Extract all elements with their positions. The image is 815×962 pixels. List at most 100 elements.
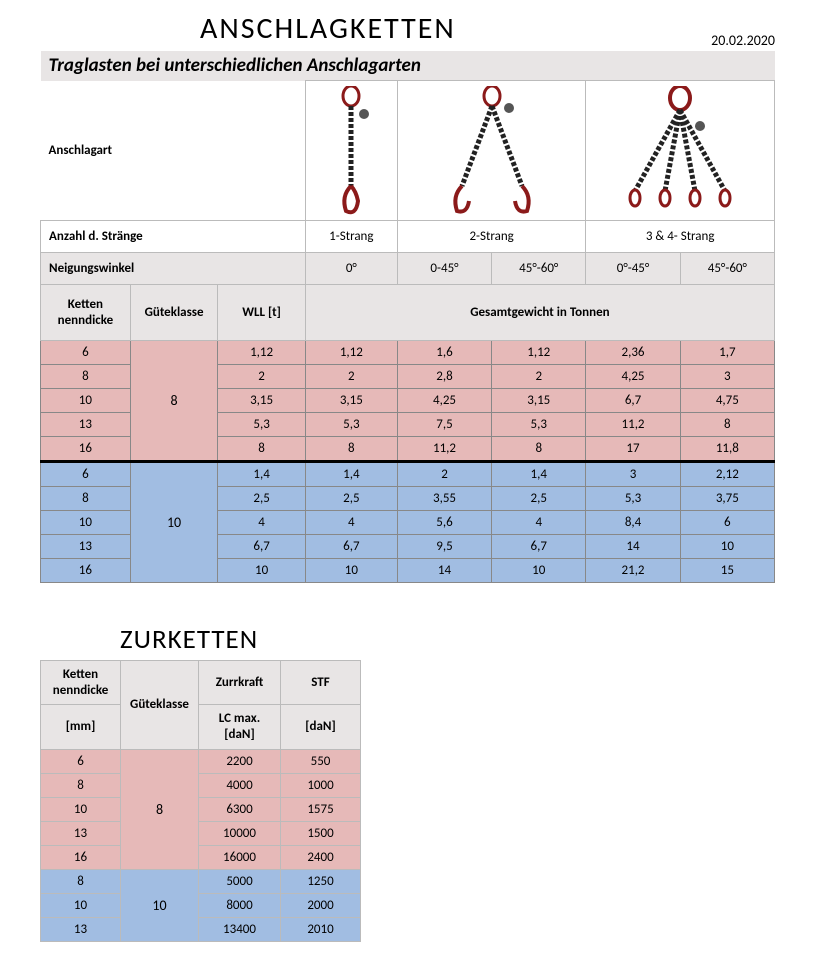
value-cell: 21,2: [586, 559, 680, 583]
ketten-cell: 8: [41, 365, 131, 389]
stf-cell: 2000: [281, 893, 361, 917]
ketten-cell: 16: [41, 845, 121, 869]
value-cell: 2,8: [397, 365, 491, 389]
value-cell: 8: [218, 437, 306, 462]
value-cell: 15: [680, 559, 774, 583]
ketten-cell: 6: [41, 749, 121, 773]
guete-cell: 8: [121, 749, 199, 869]
ketten-cell: 6: [41, 341, 131, 365]
hdr-gesamt: Gesamtgewicht in Tonnen: [305, 285, 774, 341]
ketten-cell: 13: [41, 413, 131, 437]
value-cell: 8,4: [586, 511, 680, 535]
page-title: ANSCHLAGKETTEN: [200, 10, 456, 47]
ketten-cell: 8: [41, 869, 121, 893]
lc-cell: 16000: [199, 845, 281, 869]
value-cell: 4: [218, 511, 306, 535]
anschlagart-label: Anschlagart: [41, 81, 306, 221]
value-cell: 1,12: [492, 341, 586, 365]
value-cell: 1,4: [492, 462, 586, 487]
value-cell: 11,2: [586, 413, 680, 437]
value-cell: 5,3: [586, 487, 680, 511]
table-row: 681,121,121,61,122,361,7: [41, 341, 775, 365]
lc-cell: 8000: [199, 893, 281, 917]
value-cell: 9,5: [397, 535, 491, 559]
value-cell: 3,55: [397, 487, 491, 511]
value-cell: 3,15: [218, 389, 306, 413]
t2-headers-1: Ketten nenndicke Güteklasse Zurrkraft ST…: [41, 661, 361, 705]
angle-row: Neigungswinkel 0° 0-45° 45°-60° 0°-45° 4…: [41, 253, 775, 285]
value-cell: 6,7: [218, 535, 306, 559]
value-cell: 6,7: [586, 389, 680, 413]
value-cell: 14: [586, 535, 680, 559]
t2-hdr-mm: [mm]: [41, 705, 121, 749]
value-cell: 5,3: [492, 413, 586, 437]
value-cell: 3,15: [305, 389, 397, 413]
value-cell: 4: [492, 511, 586, 535]
value-cell: 2,5: [305, 487, 397, 511]
value-cell: 5,6: [397, 511, 491, 535]
sling-2-strang-icon: [397, 81, 586, 221]
value-cell: 8: [305, 437, 397, 462]
value-cell: 2,36: [586, 341, 680, 365]
value-cell: 4,25: [397, 389, 491, 413]
ketten-cell: 16: [41, 559, 131, 583]
value-cell: 1,4: [218, 462, 306, 487]
t2-hdr-dan: [daN]: [281, 705, 361, 749]
value-cell: 11,8: [680, 437, 774, 462]
value-cell: 2: [305, 365, 397, 389]
ketten-cell: 10: [41, 389, 131, 413]
value-cell: 5,3: [218, 413, 306, 437]
stf-cell: 550: [281, 749, 361, 773]
zurketten-table: Ketten nenndicke Güteklasse Zurrkraft ST…: [40, 660, 361, 941]
anzahl-row: Anzahl d. Stränge 1-Strang 2-Strang 3 & …: [41, 221, 775, 253]
value-cell: 4,25: [586, 365, 680, 389]
t2-hdr-lc: LC max. [daN]: [199, 705, 281, 749]
column-headers: Ketten nenndicke Güteklasse WLL [t] Gesa…: [41, 285, 775, 341]
value-cell: 6: [680, 511, 774, 535]
traglasten-table: Traglasten bei unterschiedlichen Anschla…: [40, 51, 775, 583]
value-cell: 10: [218, 559, 306, 583]
value-cell: 2: [218, 365, 306, 389]
value-cell: 2: [397, 462, 491, 487]
hdr-guete: Güteklasse: [130, 285, 218, 341]
angle-cell: 0°-45°: [586, 253, 680, 285]
stf-cell: 1000: [281, 773, 361, 797]
value-cell: 1,7: [680, 341, 774, 365]
table-row: 13100001500: [41, 821, 361, 845]
t2-hdr-zurr: Zurrkraft: [199, 661, 281, 705]
sling-1-strang-icon: [305, 81, 397, 221]
value-cell: 4: [305, 511, 397, 535]
stf-cell: 1250: [281, 869, 361, 893]
page-date: 20.02.2020: [711, 32, 775, 51]
value-cell: 1,12: [305, 341, 397, 365]
ketten-cell: 16: [41, 437, 131, 462]
value-cell: 3,75: [680, 487, 774, 511]
value-cell: 3: [586, 462, 680, 487]
value-cell: 1,12: [218, 341, 306, 365]
lc-cell: 13400: [199, 917, 281, 941]
zurketten-title: ZURKETTEN: [40, 623, 360, 656]
stf-cell: 2400: [281, 845, 361, 869]
t2-headers-2: [mm] LC max. [daN] [daN]: [41, 705, 361, 749]
table-row: 840001000: [41, 773, 361, 797]
value-cell: 2,5: [218, 487, 306, 511]
ketten-cell: 13: [41, 821, 121, 845]
value-cell: 3: [680, 365, 774, 389]
ketten-cell: 10: [41, 797, 121, 821]
lc-cell: 10000: [199, 821, 281, 845]
value-cell: 3,15: [492, 389, 586, 413]
value-cell: 7,5: [397, 413, 491, 437]
ketten-cell: 8: [41, 487, 131, 511]
value-cell: 10: [492, 559, 586, 583]
value-cell: 8: [680, 413, 774, 437]
value-cell: 1,6: [397, 341, 491, 365]
angle-cell: 45°-60°: [680, 253, 774, 285]
hdr-wll: WLL [t]: [218, 285, 306, 341]
t2-hdr-stf: STF: [281, 661, 361, 705]
subtitle-row: Traglasten bei unterschiedlichen Anschla…: [41, 51, 775, 81]
sling-4-strang-icon: [586, 81, 775, 221]
value-cell: 2: [492, 365, 586, 389]
table-row: 682200550: [41, 749, 361, 773]
value-cell: 4,75: [680, 389, 774, 413]
value-cell: 8: [492, 437, 586, 462]
